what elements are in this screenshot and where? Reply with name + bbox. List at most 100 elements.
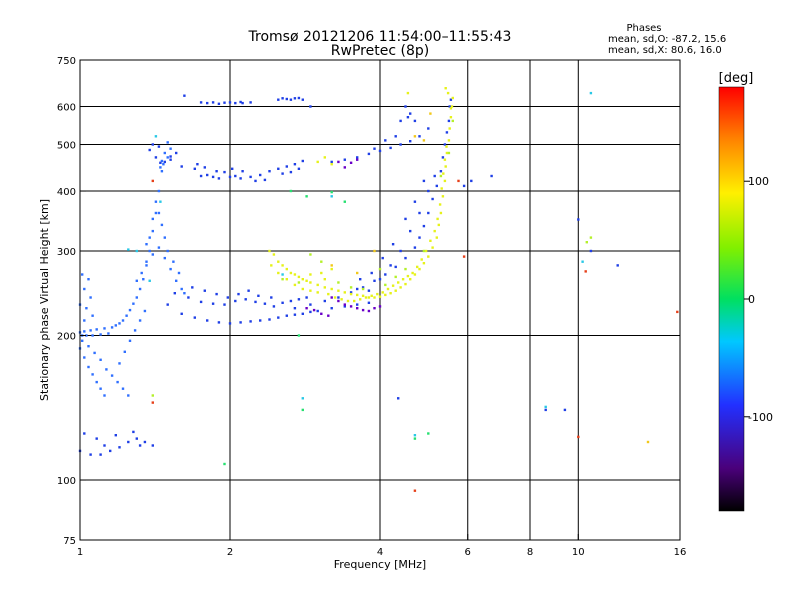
data-point xyxy=(226,296,229,299)
data-point xyxy=(361,294,365,297)
data-point xyxy=(263,178,267,182)
data-point xyxy=(413,200,417,203)
data-point xyxy=(183,94,186,97)
data-point xyxy=(406,116,410,119)
x-axis-label: Frequency [MHz] xyxy=(334,558,426,571)
data-point xyxy=(427,255,430,258)
data-point xyxy=(404,282,407,286)
data-point xyxy=(337,289,340,292)
data-point xyxy=(163,256,166,260)
data-point xyxy=(114,324,117,327)
data-point xyxy=(281,172,284,175)
data-point xyxy=(127,440,130,444)
data-point xyxy=(378,149,382,153)
data-point xyxy=(404,256,407,260)
data-point xyxy=(394,275,397,279)
data-point xyxy=(125,314,128,317)
data-point xyxy=(433,229,436,233)
data-point xyxy=(448,105,451,108)
data-point xyxy=(231,167,234,170)
data-point xyxy=(234,299,237,303)
data-point xyxy=(148,236,151,239)
data-point xyxy=(166,249,169,253)
data-point xyxy=(159,161,162,164)
data-point xyxy=(169,158,172,161)
data-point xyxy=(399,249,402,253)
data-point xyxy=(364,296,368,299)
data-point xyxy=(133,329,137,332)
data-point xyxy=(268,249,271,253)
data-point xyxy=(285,267,288,271)
x-tick-label: 2 xyxy=(227,547,233,558)
data-point xyxy=(343,158,346,161)
data-point xyxy=(159,166,162,169)
data-point xyxy=(239,177,242,180)
data-point xyxy=(223,462,226,466)
data-point xyxy=(305,279,308,282)
data-point xyxy=(289,299,293,303)
data-point xyxy=(157,189,161,193)
data-point xyxy=(180,165,183,168)
data-point xyxy=(285,165,288,168)
data-point xyxy=(413,437,417,440)
data-point xyxy=(323,299,326,303)
data-point xyxy=(448,127,451,130)
data-point xyxy=(343,200,346,203)
data-point xyxy=(356,303,359,306)
data-point xyxy=(330,163,333,166)
data-point xyxy=(206,173,209,177)
data-point xyxy=(439,211,443,215)
data-point xyxy=(589,249,593,253)
data-point xyxy=(470,179,473,183)
data-point xyxy=(183,292,186,295)
x-tick-label: 8 xyxy=(527,547,533,558)
x-tick-label: 1 xyxy=(77,547,83,558)
data-point xyxy=(196,163,199,166)
data-point xyxy=(154,135,158,138)
data-point xyxy=(151,401,154,404)
y-tick-label: 300 xyxy=(57,247,76,258)
data-point xyxy=(438,203,442,206)
data-point xyxy=(241,101,244,105)
data-point xyxy=(138,287,142,291)
data-point xyxy=(169,147,172,150)
data-point xyxy=(99,387,102,390)
data-point xyxy=(175,279,178,282)
data-point xyxy=(411,271,414,275)
data-point xyxy=(83,356,86,359)
data-point xyxy=(297,334,301,337)
data-point xyxy=(163,236,166,239)
data-point xyxy=(367,309,371,313)
data-point xyxy=(145,264,148,267)
data-point xyxy=(378,267,382,271)
data-point xyxy=(142,278,145,281)
data-point xyxy=(490,174,493,178)
data-point xyxy=(330,267,333,271)
data-point xyxy=(323,278,326,281)
data-point xyxy=(349,305,353,308)
data-point xyxy=(447,139,451,142)
data-point xyxy=(399,119,402,123)
data-point xyxy=(160,170,164,173)
data-point xyxy=(85,307,88,310)
data-point xyxy=(154,211,158,215)
data-point xyxy=(140,271,143,275)
data-point xyxy=(404,267,407,271)
data-point xyxy=(193,167,196,170)
data-point xyxy=(166,141,169,144)
data-point xyxy=(445,145,448,148)
data-point xyxy=(330,160,333,164)
data-point xyxy=(206,319,209,322)
data-point xyxy=(135,437,138,440)
data-point xyxy=(323,286,326,289)
data-point xyxy=(343,166,346,169)
data-point xyxy=(289,189,293,193)
axis-ticks: 1 2 4 6 8 10 16 75 100 200 300 400 500 600 750 xyxy=(57,56,686,558)
data-point xyxy=(373,147,376,150)
data-point xyxy=(394,265,397,269)
data-point xyxy=(401,278,405,281)
data-point xyxy=(123,350,126,353)
data-point xyxy=(320,260,323,263)
data-point xyxy=(289,170,293,174)
data-point xyxy=(145,260,148,263)
